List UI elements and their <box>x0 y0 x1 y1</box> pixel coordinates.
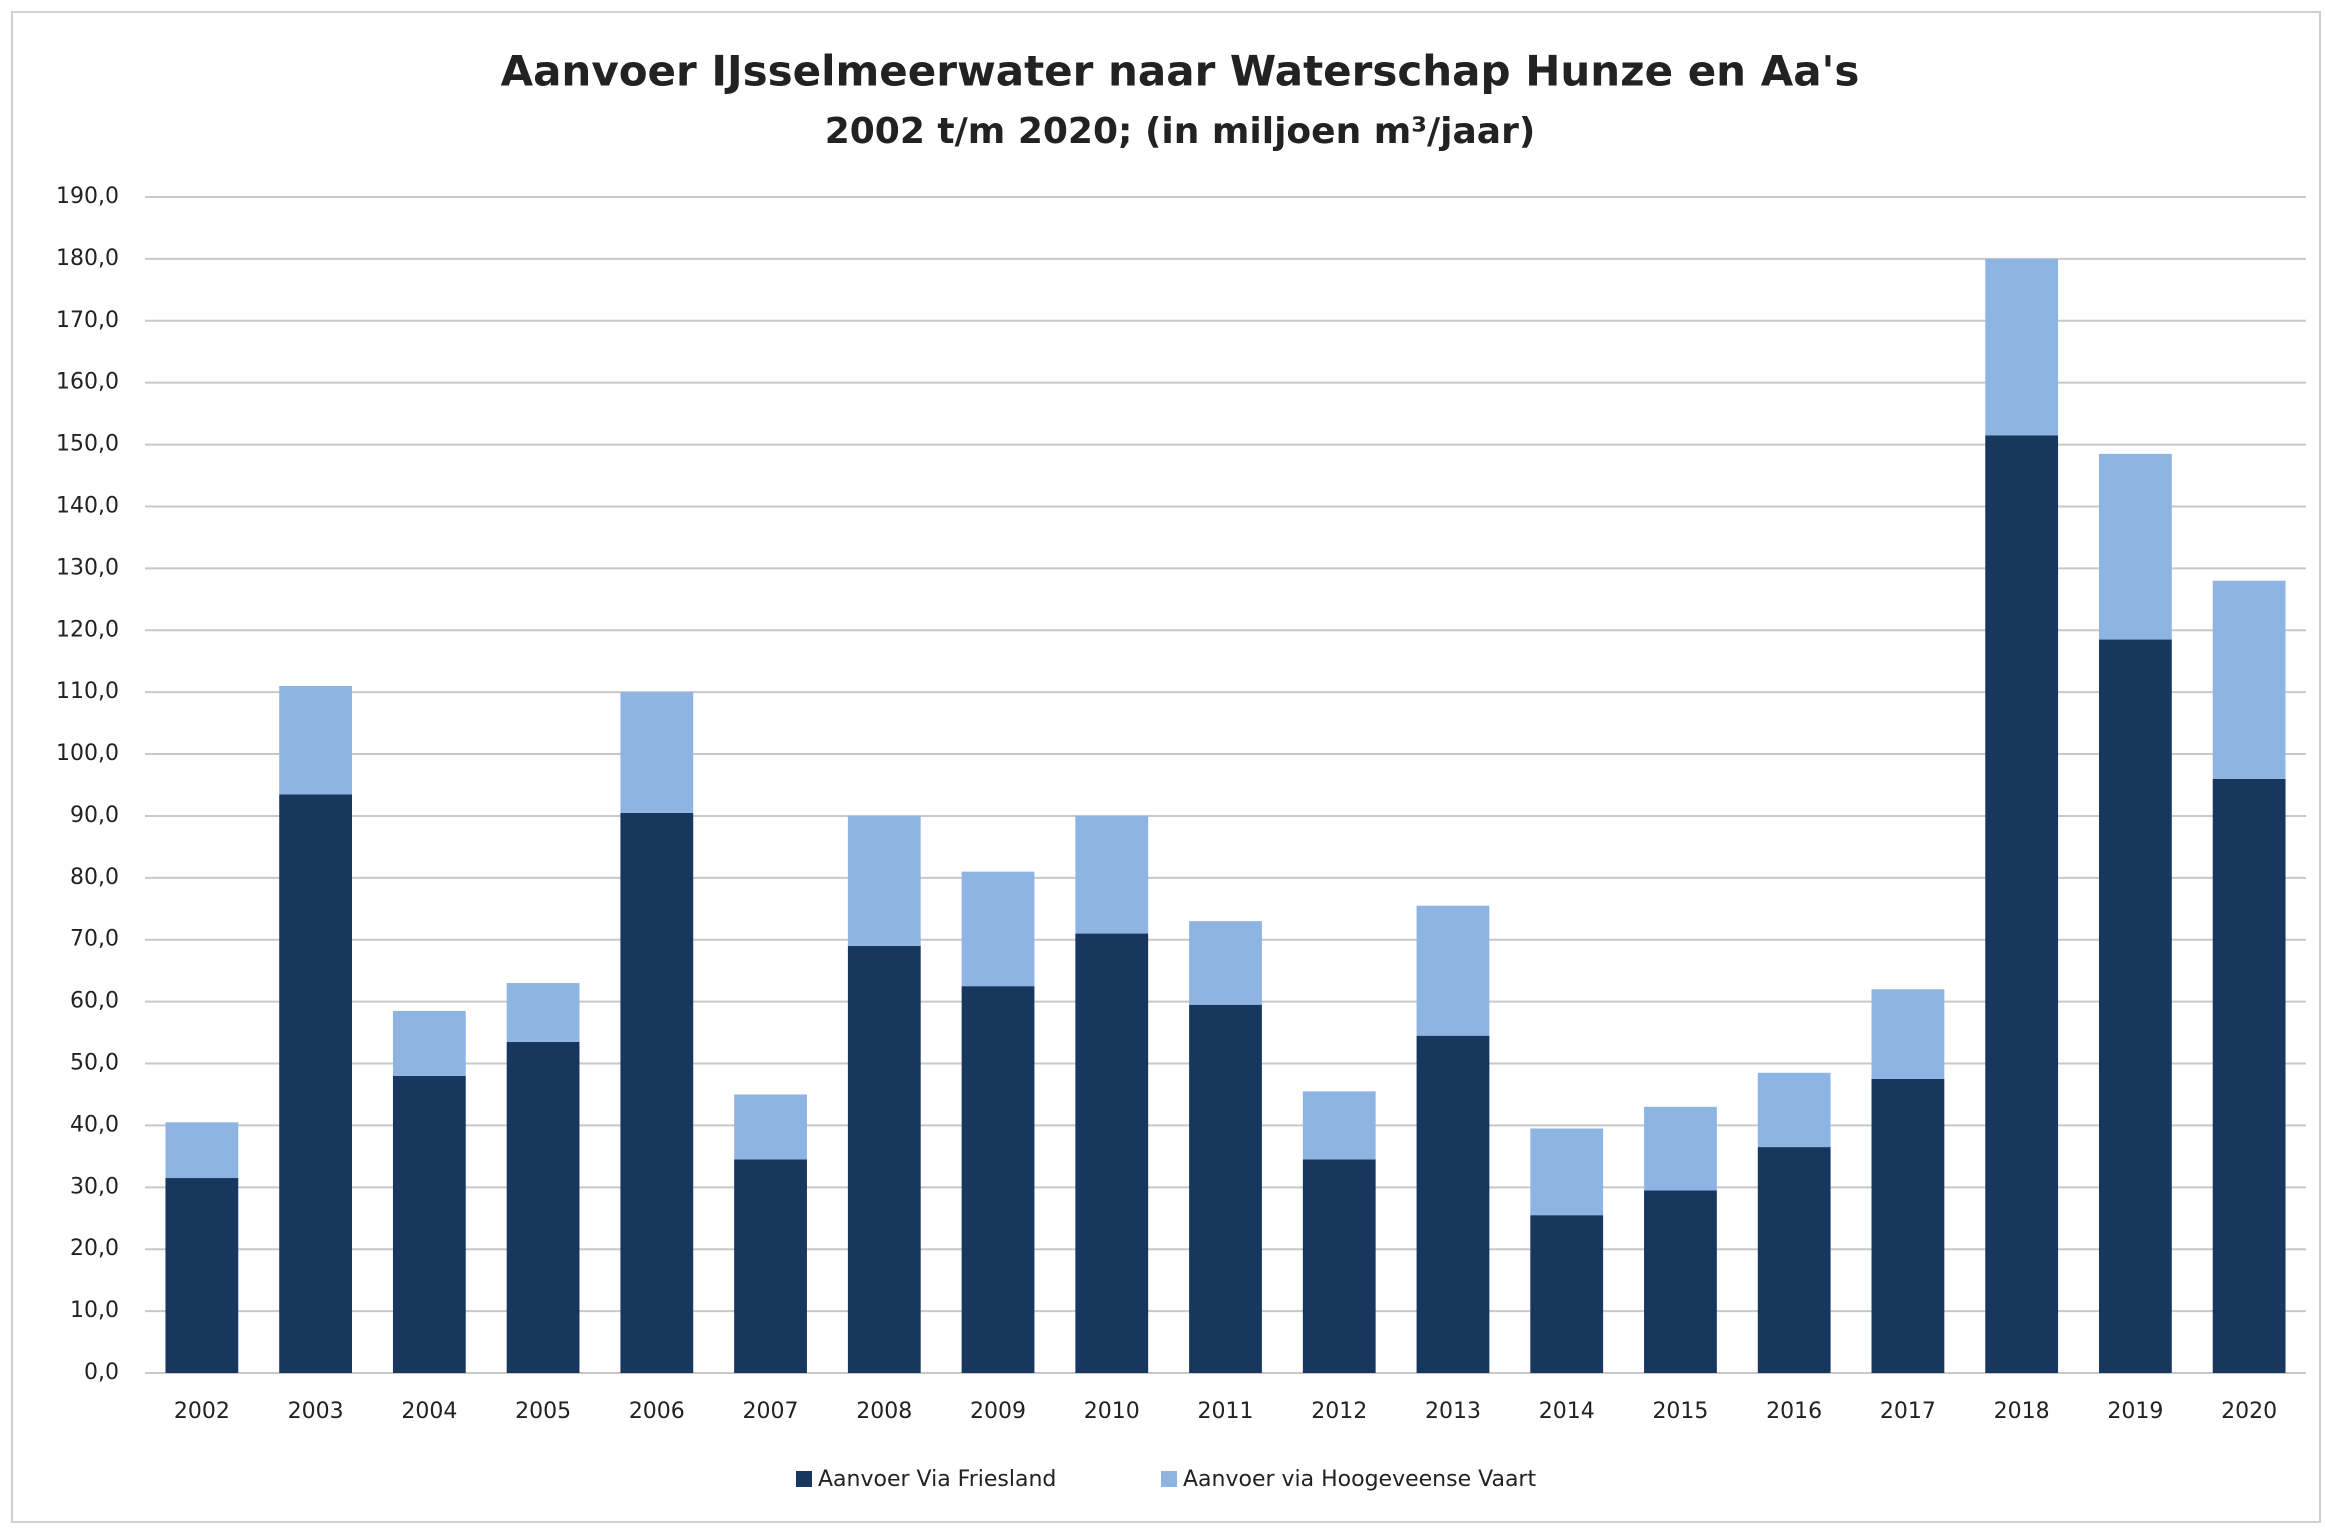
legend-swatch <box>796 1471 812 1487</box>
y-tick-label: 30,0 <box>70 1174 119 1199</box>
x-tick-label: 2013 <box>1425 1399 1481 1424</box>
y-tick-label: 120,0 <box>56 617 119 642</box>
chart-frame <box>11 11 2321 1523</box>
x-tick-label: 2011 <box>1198 1399 1254 1424</box>
x-tick-label: 2012 <box>1311 1399 1367 1424</box>
bar-segment <box>1757 1147 1831 1373</box>
bar-segment <box>1530 1128 1604 1216</box>
y-tick-label: 180,0 <box>56 246 119 271</box>
chart-subtitle: 2002 t/m 2020; (in miljoen m³/jaar) <box>825 111 1536 152</box>
bar-segment <box>506 1041 580 1373</box>
bar-segment <box>1530 1215 1604 1373</box>
bar-segment <box>1302 1159 1376 1373</box>
x-tick-label: 2009 <box>970 1399 1026 1424</box>
x-tick-label: 2015 <box>1652 1399 1708 1424</box>
legend-label: Aanvoer Via Friesland <box>818 1467 1056 1492</box>
bar-segment <box>620 812 694 1373</box>
y-tick-label: 190,0 <box>56 184 119 209</box>
bar-segment <box>1757 1072 1831 1148</box>
bar-segment <box>392 1075 466 1373</box>
y-tick-label: 20,0 <box>70 1236 119 1261</box>
legend-label: Aanvoer via Hoogeveense Vaart <box>1183 1467 1536 1492</box>
y-tick-label: 70,0 <box>70 927 119 952</box>
bar-segment <box>2212 778 2286 1373</box>
bar-segment <box>1075 933 1149 1373</box>
bar-segment <box>1871 1079 1945 1373</box>
bar-segment <box>847 945 921 1373</box>
bar-segment <box>392 1010 466 1076</box>
bar-segment <box>2212 580 2286 779</box>
bar-segment <box>279 685 353 795</box>
bar-segment <box>961 986 1035 1373</box>
legend-swatch <box>1161 1471 1177 1487</box>
bar-segment <box>620 692 694 813</box>
y-tick-label: 150,0 <box>56 432 119 457</box>
bar-segment <box>1189 921 1262 1005</box>
y-tick-label: 130,0 <box>56 555 119 580</box>
bar-segment <box>1644 1106 1717 1191</box>
x-tick-label: 2016 <box>1766 1399 1822 1424</box>
bar-segment <box>734 1159 807 1373</box>
bar-segment <box>1985 258 2059 436</box>
bar-segment <box>1416 1035 1490 1373</box>
x-tick-label: 2020 <box>2221 1399 2277 1424</box>
x-tick-label: 2007 <box>743 1399 799 1424</box>
bar-segment <box>734 1094 807 1160</box>
y-tick-label: 10,0 <box>70 1298 119 1323</box>
y-tick-label: 50,0 <box>70 1051 119 1076</box>
bar-segment <box>1985 435 2059 1373</box>
bar-segment <box>2098 453 2172 640</box>
x-tick-label: 2010 <box>1084 1399 1140 1424</box>
bar-segment <box>506 983 580 1042</box>
x-tick-label: 2017 <box>1880 1399 1936 1424</box>
y-tick-label: 40,0 <box>70 1112 119 1137</box>
y-tick-label: 90,0 <box>70 803 119 828</box>
x-tick-label: 2019 <box>2107 1399 2163 1424</box>
y-tick-label: 170,0 <box>56 308 119 333</box>
bar-segment <box>1302 1091 1376 1160</box>
bar-segment <box>1075 815 1149 934</box>
x-tick-label: 2018 <box>1994 1399 2050 1424</box>
y-tick-label: 110,0 <box>56 679 119 704</box>
x-tick-label: 2008 <box>856 1399 912 1424</box>
bar-segment <box>961 871 1035 987</box>
bar-segment <box>1644 1190 1717 1373</box>
bar-segment <box>1189 1004 1262 1373</box>
bar-segment <box>165 1122 239 1179</box>
x-tick-label: 2004 <box>401 1399 457 1424</box>
y-tick-label: 140,0 <box>56 493 119 518</box>
bar-segment <box>1416 905 1490 1036</box>
y-tick-label: 60,0 <box>70 989 119 1014</box>
x-tick-label: 2002 <box>174 1399 230 1424</box>
x-tick-label: 2006 <box>629 1399 685 1424</box>
x-tick-label: 2005 <box>515 1399 571 1424</box>
bar-segment <box>279 794 353 1373</box>
x-tick-label: 2003 <box>288 1399 344 1424</box>
bar-segment <box>165 1178 239 1373</box>
bar-segment <box>847 815 921 946</box>
x-tick-label: 2014 <box>1539 1399 1595 1424</box>
y-tick-label: 0,0 <box>84 1360 119 1385</box>
y-tick-label: 80,0 <box>70 865 119 890</box>
chart-title: Aanvoer IJsselmeerwater naar Waterschap … <box>501 47 1860 96</box>
y-tick-label: 160,0 <box>56 370 119 395</box>
bar-segment <box>2098 639 2172 1373</box>
y-tick-label: 100,0 <box>56 741 119 766</box>
bar-segment <box>1871 989 1945 1079</box>
